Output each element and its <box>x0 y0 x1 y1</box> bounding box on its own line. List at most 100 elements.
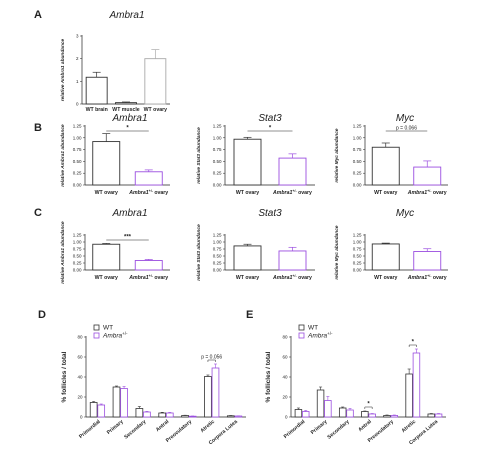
panel-7-ylabel: relative Myc abundance <box>334 225 340 279</box>
panel-8-category-label: Primordial <box>78 419 102 440</box>
panel-5-ytick-label: 0.00 <box>73 268 82 273</box>
panel-7-bar <box>371 243 400 271</box>
panel-2-ytick-label: 0.75 <box>73 147 82 152</box>
panel-9-legend-label: WT <box>308 325 318 332</box>
panel-8-category-label: Secondary <box>123 419 147 441</box>
panel-1-ytick-label: 3 <box>76 34 79 39</box>
panel-7-ytick-label: 0.75 <box>353 247 362 252</box>
panel-8-ytick-label: 0 <box>80 415 83 420</box>
panel-8-ytick-label: 80 <box>77 335 83 340</box>
panel-9-bar <box>427 413 435 418</box>
panel-3-title: Stat3 <box>258 113 282 124</box>
panel-2-ytick-label: 1.25 <box>73 124 82 129</box>
panel-8-sig-label: p = 0.056 <box>201 355 222 361</box>
panel-8-legend-label: Ambra+/- <box>102 331 128 340</box>
panel-2-ylabel: relative Ambra1 abundance <box>60 124 66 187</box>
panel-5-bar <box>134 260 163 271</box>
panel-2-bar <box>134 171 163 186</box>
panel-2-ytick-label: 0.25 <box>73 171 82 176</box>
panel-3-category-label: WT ovary <box>236 190 259 196</box>
panel-4-ylabel: relative Myc abundance <box>334 128 340 182</box>
panel-7-ytick-label: 0.50 <box>353 254 362 259</box>
panel-8-legend-swatch <box>93 332 100 339</box>
panel-4-bar <box>413 166 442 186</box>
panel-6-category-label: Ambra1+/- ovary <box>272 274 312 281</box>
panel-9-bar <box>302 411 310 418</box>
panel-6-ylabel: relative Stat3 abundance <box>196 224 202 281</box>
panel-2-ytick-label: 0.00 <box>73 183 82 188</box>
panel-9-bar <box>412 352 421 418</box>
panel-8-bar <box>181 415 189 418</box>
panel-7-title: Myc <box>396 208 414 219</box>
panel-1-ytick-label: 1 <box>76 79 79 84</box>
panel-9-ytick-label: 40 <box>282 375 288 380</box>
panel-1-bar <box>85 76 108 105</box>
panel-9-bar <box>405 373 413 418</box>
panel-9-category-label: Primary <box>310 419 329 436</box>
panel-9-ytick-label: 60 <box>282 355 288 360</box>
panel-7-bar <box>413 251 442 271</box>
panel-9-legend-label: Ambra+/- <box>307 331 333 340</box>
panel-6-ytick-label: 1.25 <box>213 233 222 238</box>
panel-2-category-label: WT ovary <box>95 190 118 196</box>
panel-9-ylabel: % follicles / total <box>265 351 272 402</box>
panel-9-letter: E <box>246 309 253 321</box>
panel-3-ytick-label: 0.75 <box>213 147 222 152</box>
panel-9-category-label: Secondary <box>326 419 350 441</box>
panel-1-ytick-label: 2 <box>76 56 79 61</box>
panel-1-letter: A <box>34 9 42 21</box>
panel-2-category-label: Ambra1+/- ovary <box>128 189 168 196</box>
panel-8-bar <box>158 412 167 418</box>
panel-8-bar <box>112 386 121 418</box>
panel-7-ytick-label: 0.25 <box>353 261 362 266</box>
panel-6-ytick-label: 0.00 <box>213 268 222 273</box>
panel-9-ytick-label: 0 <box>285 415 288 420</box>
panel-3-ytick-label: 0.25 <box>213 171 222 176</box>
panel-1-category-label: WT brain <box>86 107 108 113</box>
panel-8-ytick-label: 60 <box>77 355 83 360</box>
panel-2-letter: B <box>34 122 42 134</box>
panel-8-bar <box>234 415 243 418</box>
panel-9-category-label: Atretic <box>401 419 418 434</box>
panel-1-category-label: WT ovary <box>144 107 167 113</box>
panel-2-ytick-label: 0.50 <box>73 159 82 164</box>
panel-6-title: Stat3 <box>258 208 282 219</box>
panel-1-ytick-label: 0 <box>76 102 79 107</box>
panel-8-bar <box>226 415 235 418</box>
panel-9-bar <box>316 389 325 418</box>
panel-4-ytick-label: 0.00 <box>353 183 362 188</box>
panel-8-ylabel: % follicles / total <box>61 351 68 402</box>
panel-9-bar <box>346 409 354 418</box>
panel-8-bar <box>204 376 212 418</box>
panel-8-bar <box>143 411 151 418</box>
panel-8-bar <box>97 404 106 418</box>
panel-2-title: Ambra1 <box>111 113 147 124</box>
panel-6-bar <box>233 245 262 271</box>
panel-8-bar <box>89 402 98 418</box>
panel-1-title: Ambra1 <box>108 10 144 21</box>
panel-8-category-label: Primary <box>106 419 125 436</box>
panel-3-bar <box>278 157 307 186</box>
panel-5-ytick-label: 1.00 <box>73 240 82 245</box>
panel-8-bar <box>211 367 220 418</box>
panel-3-category-label: Ambra1+/- ovary <box>272 189 312 196</box>
panel-6-ytick-label: 0.50 <box>213 254 222 259</box>
panel-1-category-label: WT muscle <box>112 107 139 113</box>
panel-3-ytick-label: 1.00 <box>213 135 222 140</box>
panel-4-ytick-label: 0.50 <box>353 159 362 164</box>
panel-9-bar <box>294 409 303 418</box>
panel-8-legend-swatch <box>93 324 100 331</box>
panel-4-category-label: WT ovary <box>374 190 397 196</box>
panel-9-bar <box>361 411 369 418</box>
panel-4-ytick-label: 1.00 <box>353 135 362 140</box>
panel-8-bar <box>135 408 144 418</box>
panel-9-bar <box>390 415 399 418</box>
panel-8-bar <box>188 415 197 418</box>
panel-7-ytick-label: 1.25 <box>353 233 362 238</box>
panel-5-ytick-label: 0.25 <box>73 261 82 266</box>
panel-9-ytick-label: 20 <box>282 395 288 400</box>
panel-4-bar <box>371 146 400 186</box>
panel-8-legend-label: WT <box>103 325 113 332</box>
panel-9-sig-label: * <box>367 402 370 408</box>
